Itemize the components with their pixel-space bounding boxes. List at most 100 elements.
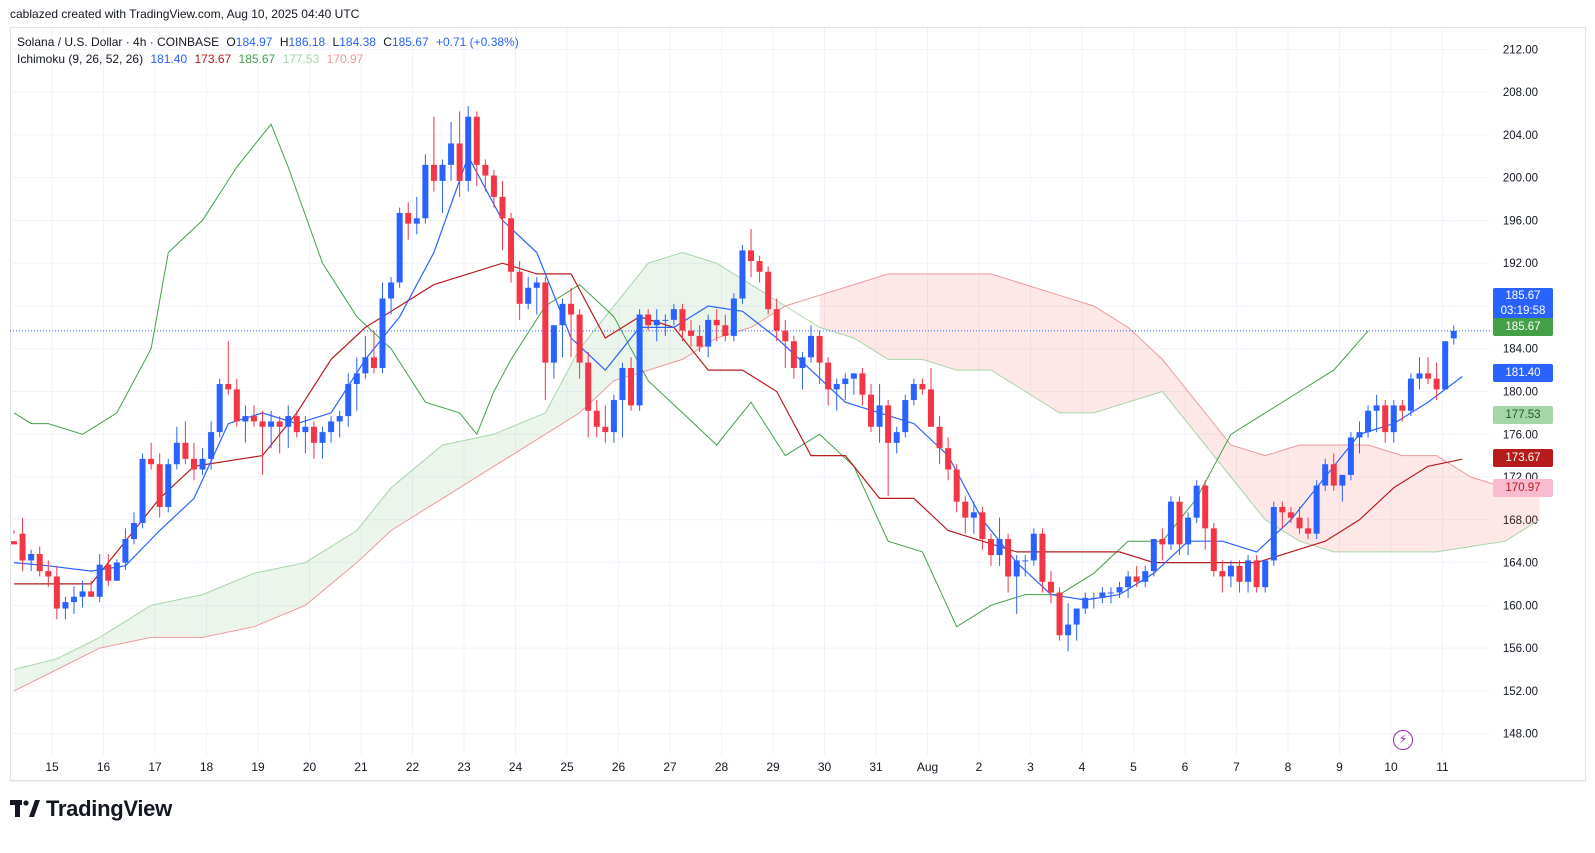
close-value: 185.67 [391, 35, 429, 49]
ichimoku-label: Ichimoku (9, 26, 52, 26) [17, 52, 144, 66]
x-tick-label: 21 [354, 760, 368, 774]
candle-body [1407, 378, 1414, 411]
x-tick-label: 11 [1436, 760, 1449, 774]
candle-body [1210, 528, 1217, 572]
x-tick-label: 27 [663, 760, 677, 774]
candle-body [1116, 587, 1123, 593]
candle-body [1279, 506, 1286, 513]
y-tick-label: 196.00 [1503, 215, 1538, 227]
candle-body [285, 416, 292, 427]
candle-body [508, 218, 515, 272]
x-tick-label: 24 [509, 760, 523, 774]
candle-body [173, 442, 180, 465]
candle-body [268, 421, 275, 427]
candle-body [1416, 373, 1423, 379]
tradingview-mark-icon [10, 800, 40, 818]
last-price-value: 185.67 [1505, 290, 1541, 302]
y-tick-label: 168.00 [1503, 515, 1538, 527]
candle-body [130, 523, 137, 540]
lightning-icon[interactable]: ⚡ [1393, 730, 1413, 750]
lead-a-tag: 177.53 [1493, 406, 1553, 424]
candle-body [970, 512, 977, 518]
symbol-legend[interactable]: Solana / U.S. Dollar · 4h · COINBASE O18… [17, 35, 523, 49]
candle-body [45, 571, 52, 577]
low-value: 184.38 [339, 35, 376, 49]
x-tick-label: 30 [818, 760, 832, 774]
x-tick-label: 7 [1233, 760, 1240, 774]
x-tick-label: 10 [1384, 760, 1398, 774]
candle-body [482, 164, 489, 176]
candle-body [190, 458, 197, 470]
candle-body [1082, 597, 1089, 609]
x-tick-label: 19 [251, 760, 265, 774]
conversion-value: 181.40 [150, 52, 188, 66]
x-tick-label: 9 [1336, 760, 1343, 774]
candle-body [148, 458, 155, 465]
candle-body [1313, 485, 1320, 534]
lagging-value: 185.67 [238, 52, 276, 66]
candle-body [1227, 565, 1234, 577]
candle-body [619, 367, 626, 401]
candle-body [233, 389, 240, 422]
candle-body [1219, 571, 1226, 577]
candle-body [1107, 592, 1114, 594]
candle-body [216, 384, 223, 433]
candle-body [542, 282, 549, 363]
candle-body [1133, 576, 1140, 582]
x-tick-label: 17 [148, 760, 162, 774]
y-tick-label: 164.00 [1503, 558, 1538, 570]
candle-body [645, 314, 652, 326]
y-tick-label: 152.00 [1503, 686, 1538, 698]
candle-body [833, 384, 840, 390]
candle-body [688, 330, 695, 336]
y-tick-label: 212.00 [1503, 44, 1538, 56]
candle-body [199, 458, 206, 470]
candle-body [79, 591, 86, 597]
x-tick-label: 25 [560, 760, 574, 774]
base-line [14, 262, 1463, 585]
candle-body [165, 464, 172, 507]
candle-body [602, 426, 609, 433]
candle-body [568, 303, 575, 315]
candle-body [748, 250, 755, 262]
candle-body [396, 212, 403, 283]
x-tick-label: 6 [1182, 760, 1189, 774]
tradingview-logo[interactable]: TradingView [10, 796, 172, 822]
candle-body [250, 416, 257, 422]
candle-body [208, 432, 215, 459]
candle-body [790, 341, 797, 368]
candle-body [559, 303, 566, 326]
conversion-tag: 181.40 [1493, 364, 1553, 382]
candle-body [1099, 592, 1106, 598]
candle-body [413, 218, 420, 224]
candle-body [1425, 373, 1432, 379]
chart-credit: cablazed created with TradingView.com, A… [10, 7, 360, 21]
y-tick-label: 148.00 [1503, 729, 1538, 741]
candle-body [1442, 341, 1449, 390]
candle-body [1322, 464, 1329, 486]
candle-body [1236, 565, 1243, 582]
candle-body [422, 164, 429, 219]
brand-name: TradingView [46, 796, 172, 821]
x-tick-label: 23 [457, 760, 471, 774]
candle-body [1339, 474, 1346, 486]
candle-body [1030, 533, 1037, 561]
candle-body [1356, 432, 1363, 438]
y-tick-label: 192.00 [1503, 258, 1538, 270]
candle-body [328, 421, 335, 433]
candle-body [362, 357, 369, 374]
y-tick-label: 200.00 [1503, 173, 1538, 185]
candle-body [1090, 597, 1097, 599]
candle-body [1150, 539, 1157, 572]
candle-body [28, 554, 35, 561]
candle-body [1330, 464, 1337, 486]
candle-body [533, 282, 540, 288]
candle-body [182, 442, 189, 459]
x-tick-label: 28 [715, 760, 729, 774]
ichimoku-legend[interactable]: Ichimoku (9, 26, 52, 26) 181.40 173.67 1… [17, 52, 367, 66]
x-tick-label: 26 [612, 760, 626, 774]
candle-body [1159, 539, 1166, 545]
candle-body [96, 564, 103, 597]
candle-body [1167, 501, 1174, 545]
